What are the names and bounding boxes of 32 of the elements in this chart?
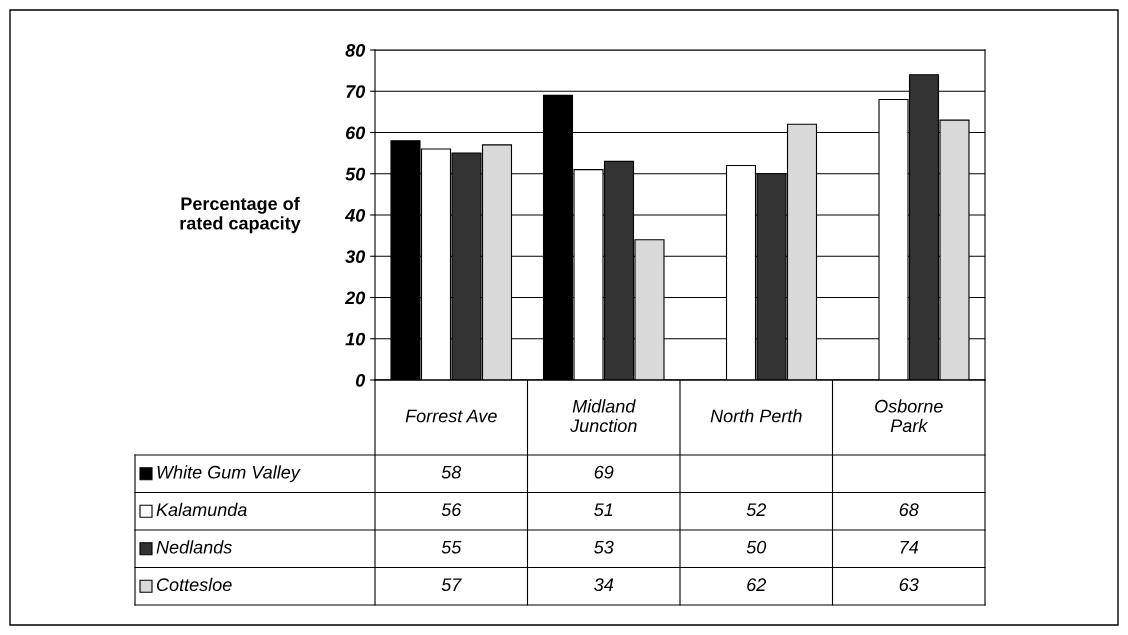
y-tick-label: 50 (345, 167, 366, 181)
legend-label: Nedlands (156, 540, 232, 554)
data-label: 62 (747, 578, 767, 592)
data-label: 53 (594, 540, 614, 554)
y-tick-label: 70 (346, 85, 366, 98)
data-label: 51 (594, 503, 613, 517)
data-label: 57 (441, 578, 462, 592)
y-tick-label: 60 (346, 126, 366, 140)
data-label: 55 (441, 541, 462, 554)
data-label: 52 (746, 503, 767, 517)
y-tick-label: 80 (345, 43, 366, 57)
y-tick-label: 30 (345, 250, 366, 263)
y-tick-label: 10 (345, 332, 366, 346)
x-tick-label: Osborne Park (875, 399, 943, 433)
y-tick-label: 40 (344, 208, 366, 222)
data-label: 50 (746, 540, 767, 554)
y-tick-label: 20 (344, 291, 366, 305)
legend-label: White Gum Valley (157, 465, 301, 483)
data-label: 56 (441, 503, 462, 517)
data-label: 63 (899, 578, 919, 592)
legend-label: Kalamunda (156, 502, 247, 517)
x-tick-label: North Perth (710, 409, 802, 423)
y-tick-label: 0 (355, 373, 366, 387)
legend-label: Cottesloe (157, 577, 232, 592)
data-label: 58 (441, 465, 462, 479)
data-label: 74 (900, 541, 919, 554)
data-label: 68 (899, 503, 919, 517)
y-axis-title: Percentage of rated capacity (180, 196, 301, 234)
x-tick-label: Midland Junction (570, 399, 637, 433)
data-label: 69 (594, 465, 614, 479)
data-label: 34 (594, 578, 614, 592)
x-tick-label: Forrest Ave (405, 409, 497, 423)
